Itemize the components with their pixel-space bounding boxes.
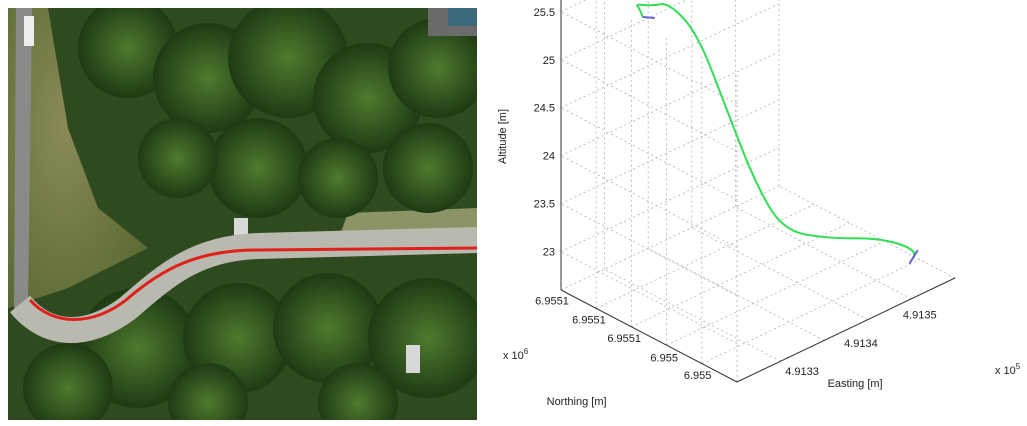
z-grid-line (560, 0, 688, 61)
x-axis-line (736, 277, 956, 383)
z-grid-line (560, 107, 738, 201)
trajectory-3d-chart: 23 23.5 24 24.5 25 25.5 Altitude [m] 4.9133 4.91… (495, 0, 1027, 421)
z-grid-line (560, 203, 738, 297)
trajectory-start-segment (642, 16, 655, 20)
y-tick-label: 6.9551 (535, 295, 569, 307)
floor-grid-line (691, 227, 868, 320)
x-axis-label: Easting [m] (828, 378, 883, 390)
y-tick-label: 6.955 (650, 352, 678, 364)
z-grid-line (560, 251, 738, 344)
floor-grid-line (735, 206, 912, 300)
y-axis-line (560, 289, 738, 383)
z-grid-line (560, 11, 738, 105)
tree-canopy (23, 8, 477, 420)
z-grid-line (560, 51, 780, 157)
y-tick-label: 6.955 (684, 370, 712, 382)
floor-grid-line (666, 240, 885, 346)
y-axis-label: Northing [m] (547, 396, 607, 408)
floor-grid-line (596, 204, 815, 309)
y-tick-label: 6.9551 (572, 315, 606, 327)
building-roof (406, 345, 420, 373)
building-roof (234, 218, 248, 236)
trajectory-line (636, 3, 916, 265)
z-tick-label: 24.5 (534, 103, 555, 115)
z-tick-label: 25.5 (534, 7, 555, 19)
z-grid-line (560, 99, 780, 205)
paved-path (9, 227, 477, 343)
floor-grid-line (701, 259, 920, 364)
z-grid-line (560, 3, 780, 109)
x-tick-label: 4.9133 (785, 366, 819, 378)
x-exponent-label: x 105 (995, 362, 1021, 377)
z-tick-label: 23 (543, 247, 555, 259)
parked-vehicle (24, 16, 34, 46)
floor-grid-line (560, 185, 780, 291)
trajectory-end-segment (908, 249, 919, 265)
vertical-road (14, 8, 32, 308)
z-tick-label: 24 (543, 151, 555, 163)
z-grid-line (560, 59, 738, 153)
grass-area (8, 8, 148, 308)
aerial-photo (8, 8, 477, 420)
z-grid-line (560, 147, 780, 252)
y-tick-label: 6.9551 (607, 333, 641, 345)
z-tick-label: 25 (543, 55, 555, 67)
z-grid-line (560, 155, 738, 249)
z-axis-label: Altitude [m] (497, 109, 509, 164)
chart-svg: 23 23.5 24 24.5 25 25.5 Altitude [m] 4.9133 4.91… (497, 0, 1021, 408)
water-feature (448, 8, 477, 26)
floor-grid-line (631, 222, 850, 328)
floor-grid-line (778, 185, 956, 279)
trajectory-path (28, 246, 477, 321)
z-tick-label: 23.5 (534, 199, 555, 211)
x-tick-label: 4.9135 (903, 310, 937, 322)
y-exponent-label: x 106 (503, 347, 529, 362)
floor-grid-line (604, 268, 781, 362)
floor-grid-line (648, 248, 825, 341)
aerial-photo-canvas (8, 8, 477, 420)
x-tick-label: 4.9134 (844, 338, 878, 350)
